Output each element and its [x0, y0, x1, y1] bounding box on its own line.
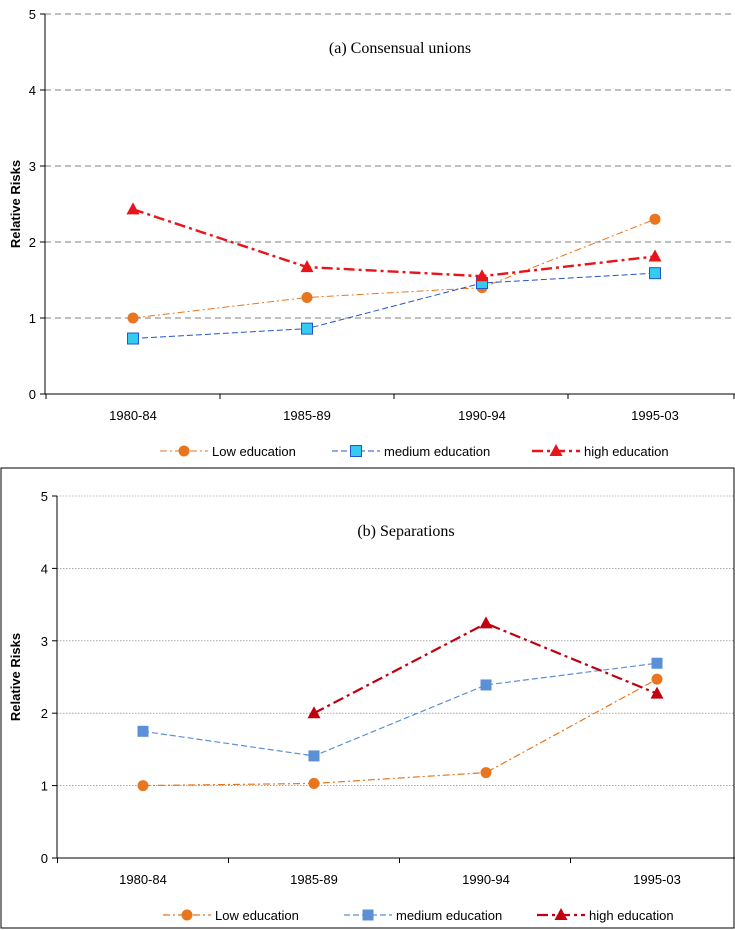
data-point	[650, 686, 664, 699]
legend-marker	[350, 445, 362, 457]
y-tick-label: 2	[29, 235, 36, 250]
legend-label: Low education	[215, 908, 299, 923]
data-point	[307, 706, 321, 719]
data-point	[649, 267, 661, 280]
y-tick-label: 0	[29, 387, 36, 402]
legend-marker	[178, 445, 190, 457]
y-tick-label: 1	[41, 779, 48, 794]
x-tick-label: 1990-94	[462, 872, 510, 887]
y-tick-label: 0	[41, 851, 48, 866]
x-tick-label: 1995-03	[633, 872, 681, 887]
data-point	[480, 679, 492, 691]
legend: Low education medium education high educat…	[160, 444, 669, 459]
legend-marker	[554, 908, 568, 920]
data-point	[308, 750, 320, 762]
legend-marker	[181, 909, 193, 921]
data-point	[127, 312, 139, 324]
x-tick-label: 1980-84	[119, 872, 167, 887]
legend-marker	[549, 444, 563, 456]
y-tick-label: 4	[41, 561, 48, 576]
legend-label: high education	[584, 444, 669, 459]
data-point	[480, 767, 492, 779]
data-point	[651, 657, 663, 669]
legend-label: medium education	[396, 908, 502, 923]
data-point	[301, 322, 313, 335]
series-low-education	[127, 213, 661, 324]
y-tick-label: 5	[41, 489, 48, 504]
series-line	[132, 208, 656, 278]
x-tick-label: 1990-94	[458, 408, 506, 423]
y-tick-label: 3	[29, 159, 36, 174]
chart-title: (b) Separations	[357, 523, 454, 540]
series-line	[313, 622, 658, 715]
series-medium-education	[127, 267, 661, 345]
y-tick-label: 1	[29, 311, 36, 326]
data-point	[649, 213, 661, 225]
y-tick-label: 4	[29, 83, 36, 98]
series-line	[132, 272, 656, 340]
series-line	[142, 678, 658, 787]
series-line	[132, 218, 656, 319]
data-point	[301, 291, 313, 303]
series-high-education	[126, 202, 662, 282]
chart-panel-2: 0 1 2 3 4 5 1980-84 1985-89 1990-94 1995-03 Relati…	[0, 467, 735, 929]
series-line	[142, 662, 658, 757]
chart-frame	[0, 467, 735, 929]
legend-label: medium education	[384, 444, 490, 459]
x-tick-label: 1995-03	[631, 408, 679, 423]
y-tick-label: 2	[41, 706, 48, 721]
data-point	[127, 332, 139, 345]
series-medium-education	[137, 657, 663, 762]
data-point	[126, 202, 140, 215]
y-tick-label: 5	[29, 7, 36, 22]
chart-title: (a) Consensual unions	[329, 40, 471, 57]
data-point	[300, 260, 314, 273]
data-point	[137, 725, 149, 737]
series-high-education	[307, 616, 664, 719]
legend: Low education medium education high educat…	[163, 908, 674, 923]
x-tick-label: 1985-89	[283, 408, 331, 423]
legend-marker	[362, 909, 374, 921]
series-low-education	[137, 673, 663, 792]
y-tick-label: 3	[41, 634, 48, 649]
chart-panel-1: 0 1 2 3 4 5 1980-84 1985-89 1990-94 1995-03 Relati…	[8, 7, 735, 459]
y-axis-label: Relative Risks	[8, 160, 23, 248]
x-tick-label: 1985-89	[290, 872, 338, 887]
data-point	[651, 673, 663, 685]
data-point	[308, 777, 320, 789]
legend-label: high education	[589, 908, 674, 923]
data-point	[648, 249, 662, 262]
y-axis-label: Relative Risks	[8, 633, 23, 721]
data-point	[137, 780, 149, 792]
legend-label: Low education	[212, 444, 296, 459]
data-point	[475, 269, 489, 282]
x-tick-label: 1980-84	[109, 408, 157, 423]
data-point	[479, 616, 493, 629]
